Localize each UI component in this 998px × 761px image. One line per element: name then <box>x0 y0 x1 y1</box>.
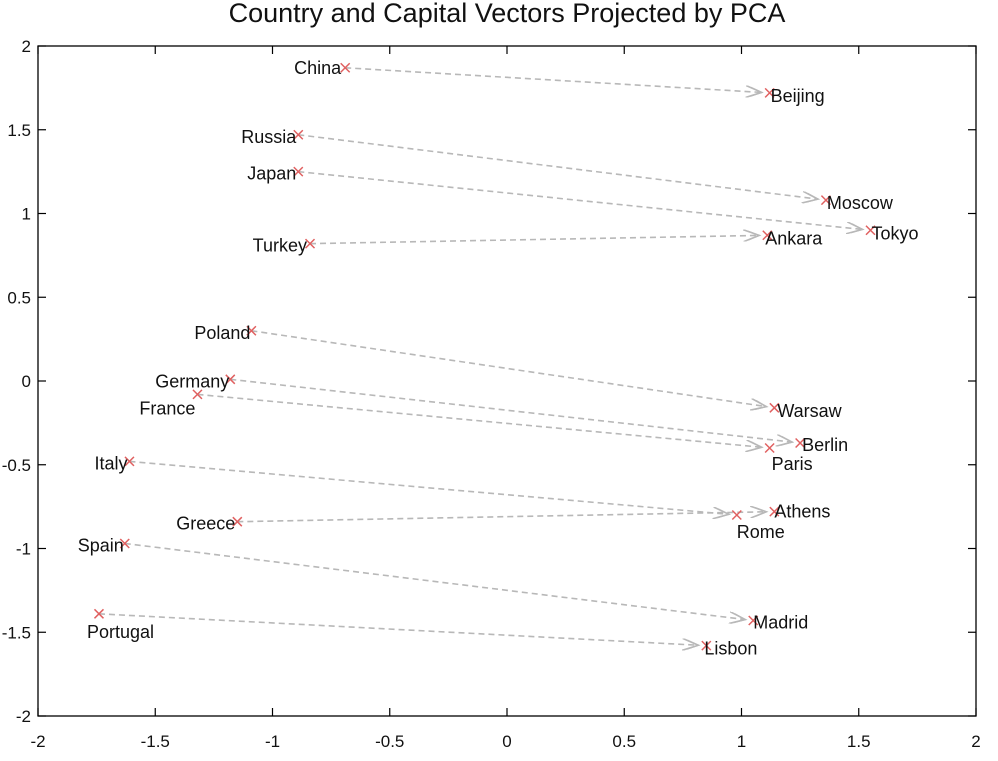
point-label-spain: Spain <box>78 535 124 555</box>
y-tick-label: -2 <box>16 707 31 726</box>
point-label-germany: Germany <box>155 371 229 391</box>
point-label-beijing: Beijing <box>771 86 825 106</box>
marker-paris <box>764 442 775 454</box>
marker-japan <box>293 166 304 177</box>
point-label-tokyo: Tokyo <box>871 223 918 243</box>
point-label-greece: Greece <box>176 514 235 534</box>
point-label-paris: Paris <box>772 454 813 474</box>
point-label-rome: Rome <box>737 522 785 542</box>
y-tick-label: -1.5 <box>2 623 31 642</box>
arrow-france-to-paris <box>197 393 761 447</box>
x-tick-label: 1.5 <box>847 732 871 751</box>
y-tick-label: 2 <box>22 37 31 56</box>
arrow-china-to-beijing <box>345 66 761 93</box>
point-label-france: France <box>139 398 195 418</box>
marker-greece <box>232 516 243 527</box>
y-tick-label: 0.5 <box>7 288 31 307</box>
marker-spain <box>119 538 130 549</box>
marker-poland <box>246 325 257 336</box>
chart-title: Country and Capital Vectors Projected by… <box>229 0 786 28</box>
marker-turkey <box>304 238 316 249</box>
marker-ankara <box>762 230 773 241</box>
labels-layer: China Beijing Russia Moscow Japan Tokyo Turkey… <box>78 58 919 659</box>
arrow-italy-to-rome <box>129 460 728 514</box>
marker-berlin <box>795 437 806 449</box>
point-label-athens: Athens <box>774 502 830 522</box>
arrow-poland-to-warsaw <box>251 329 766 407</box>
point-label-ankara: Ankara <box>765 228 823 248</box>
point-label-china: China <box>294 58 342 78</box>
arrows-layer <box>98 66 863 645</box>
x-tick-label: -0.5 <box>375 732 404 751</box>
marker-china <box>340 62 351 73</box>
marker-france <box>192 389 203 400</box>
x-tick-label: 0.5 <box>612 732 636 751</box>
marker-athens <box>769 506 780 517</box>
point-label-japan: Japan <box>247 164 296 184</box>
arrow-greece-to-athens <box>237 512 766 523</box>
arrow-spain-to-madrid <box>124 542 746 619</box>
marker-moscow <box>820 195 831 206</box>
arrow-russia-to-moscow <box>298 133 818 199</box>
point-label-moscow: Moscow <box>827 193 894 213</box>
x-tick-label: -2 <box>30 732 45 751</box>
x-tick-label: 1 <box>737 732 746 751</box>
point-label-portugal: Portugal <box>87 622 154 642</box>
ticks-layer: -2 -1.5 -1 -0.5 0 0.5 1 1.5 2 -2 -1.5 -1 -0.5 0 0.5 1 1.… <box>2 37 981 751</box>
point-label-berlin: Berlin <box>802 435 848 455</box>
marker-rome <box>731 509 742 521</box>
marker-portugal <box>93 608 105 619</box>
point-label-poland: Poland <box>194 323 250 343</box>
y-tick-label: 1 <box>22 205 31 224</box>
x-tick-label: -1 <box>265 732 280 751</box>
arrow-turkey-to-ankara <box>310 235 759 245</box>
point-label-lisbon: Lisbon <box>704 639 757 659</box>
marker-tokyo <box>865 225 876 236</box>
point-label-madrid: Madrid <box>753 613 808 633</box>
arrow-japan-to-tokyo <box>298 170 862 230</box>
marker-germany <box>225 374 236 385</box>
markers-layer <box>93 62 876 651</box>
x-tick-label: -1.5 <box>141 732 170 751</box>
arrow-germany-to-berlin <box>230 378 792 442</box>
arrow-portugal-to-lisbon <box>98 613 698 645</box>
x-tick-label: 0 <box>502 732 511 751</box>
point-label-russia: Russia <box>241 127 297 147</box>
point-label-turkey: Turkey <box>253 236 307 256</box>
marker-beijing <box>764 87 775 98</box>
marker-italy <box>124 456 135 467</box>
y-tick-label: 1.5 <box>7 121 31 140</box>
point-label-warsaw: Warsaw <box>777 401 842 421</box>
y-tick-label: -1 <box>16 540 31 559</box>
marker-warsaw <box>769 402 780 413</box>
marker-lisbon <box>701 640 712 651</box>
marker-russia <box>293 129 304 140</box>
y-tick-label: -0.5 <box>2 456 31 475</box>
y-tick-label: 0 <box>22 372 31 391</box>
marker-madrid <box>748 615 759 626</box>
point-label-italy: Italy <box>94 453 127 473</box>
x-tick-label: 2 <box>971 732 980 751</box>
